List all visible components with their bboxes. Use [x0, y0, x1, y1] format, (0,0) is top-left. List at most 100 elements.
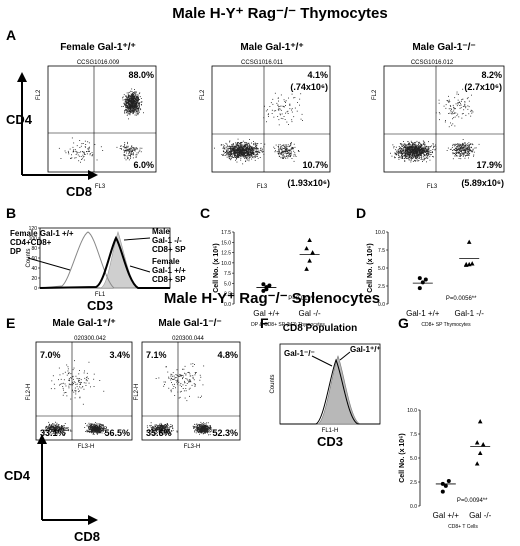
event-dot — [422, 148, 424, 150]
event-dot — [137, 113, 139, 114]
event-dot — [293, 154, 295, 156]
y-channel: FL2 — [36, 89, 42, 100]
event-dot — [400, 152, 402, 154]
event-dot — [134, 104, 136, 106]
event-dot — [127, 105, 129, 107]
event-dot — [465, 155, 466, 157]
category-label: Gal -/- — [298, 309, 321, 318]
female-dp-histogram — [39, 231, 170, 289]
event-dot — [461, 149, 463, 151]
event-dot — [229, 146, 231, 148]
event-dot — [472, 148, 474, 150]
event-dot — [228, 150, 230, 152]
event-dot — [293, 160, 295, 162]
event-dot — [282, 105, 284, 107]
event-dot — [292, 147, 293, 148]
female-cd8sp-histogram — [39, 235, 170, 289]
event-dot — [262, 151, 264, 152]
event-dot — [46, 427, 48, 429]
event-dot — [239, 151, 241, 152]
event-dot — [405, 156, 407, 158]
event-dot — [153, 427, 155, 429]
event-dot — [126, 149, 128, 151]
event-dot — [408, 145, 410, 147]
event-dot — [230, 151, 232, 153]
event-dot — [235, 154, 237, 156]
event-dot — [431, 145, 432, 147]
event-dot — [414, 156, 416, 157]
event-dot — [128, 111, 130, 113]
event-dot — [249, 139, 250, 140]
event-dot — [126, 96, 128, 98]
event-dot — [452, 150, 453, 151]
event-dot — [156, 426, 158, 428]
event-dot — [283, 106, 284, 108]
event-dot — [87, 378, 89, 380]
event-dot — [285, 144, 287, 146]
event-dot — [285, 145, 287, 147]
event-dot — [125, 99, 127, 101]
event-dot — [92, 424, 94, 426]
event-dot — [246, 154, 248, 156]
event-dot — [135, 100, 137, 102]
event-dot — [61, 428, 63, 430]
event-dot — [412, 149, 414, 150]
event-dot — [78, 381, 80, 383]
event-dot — [134, 95, 136, 97]
event-dot — [159, 428, 161, 430]
event-dot — [92, 430, 94, 432]
event-dot — [89, 150, 90, 152]
event-dot — [75, 157, 77, 159]
panel-letter-a: A — [6, 27, 16, 43]
event-dot — [401, 148, 402, 150]
event-dot — [246, 151, 248, 153]
event-dot — [164, 429, 166, 431]
event-dot — [95, 425, 97, 427]
event-dot — [234, 156, 236, 157]
event-dot — [256, 148, 258, 150]
event-dot — [154, 430, 156, 431]
event-dot — [172, 429, 174, 431]
event-dot — [89, 423, 91, 425]
event-dot — [127, 146, 129, 148]
event-dot — [220, 144, 222, 145]
plot-title: Male Gal-1⁻/⁻ — [158, 318, 221, 329]
event-dot — [248, 149, 250, 151]
event-dot — [237, 149, 239, 151]
event-dot — [100, 426, 102, 428]
event-dot — [135, 99, 137, 101]
event-dot — [137, 108, 138, 110]
event-dot — [254, 154, 256, 156]
event-dot — [250, 146, 252, 148]
event-dot — [397, 152, 398, 154]
event-dot — [462, 144, 464, 145]
event-dot — [398, 151, 400, 153]
event-dot — [57, 426, 59, 428]
event-dot — [413, 145, 415, 147]
event-dot — [50, 426, 51, 428]
event-dot — [203, 426, 205, 427]
data-point — [474, 461, 480, 466]
event-dot — [409, 155, 410, 157]
event-dot — [243, 153, 245, 155]
event-dot — [125, 98, 127, 100]
y-tick-label: 40 — [31, 266, 37, 272]
event-dot — [53, 429, 55, 431]
event-dot — [134, 89, 135, 90]
event-dot — [419, 145, 421, 147]
data-point — [446, 479, 451, 484]
event-dot — [251, 152, 253, 154]
event-dot — [156, 430, 158, 432]
event-dot — [296, 110, 298, 112]
event-dot — [415, 149, 417, 151]
event-dot — [150, 424, 152, 426]
event-dot — [79, 147, 81, 148]
panel-letter-c: C — [200, 205, 210, 221]
event-dot — [88, 429, 90, 431]
event-dot — [103, 432, 105, 434]
event-dot — [399, 149, 401, 151]
event-dot — [52, 429, 54, 430]
event-dot — [245, 158, 247, 160]
event-dot — [408, 157, 409, 159]
event-dot — [405, 148, 407, 150]
